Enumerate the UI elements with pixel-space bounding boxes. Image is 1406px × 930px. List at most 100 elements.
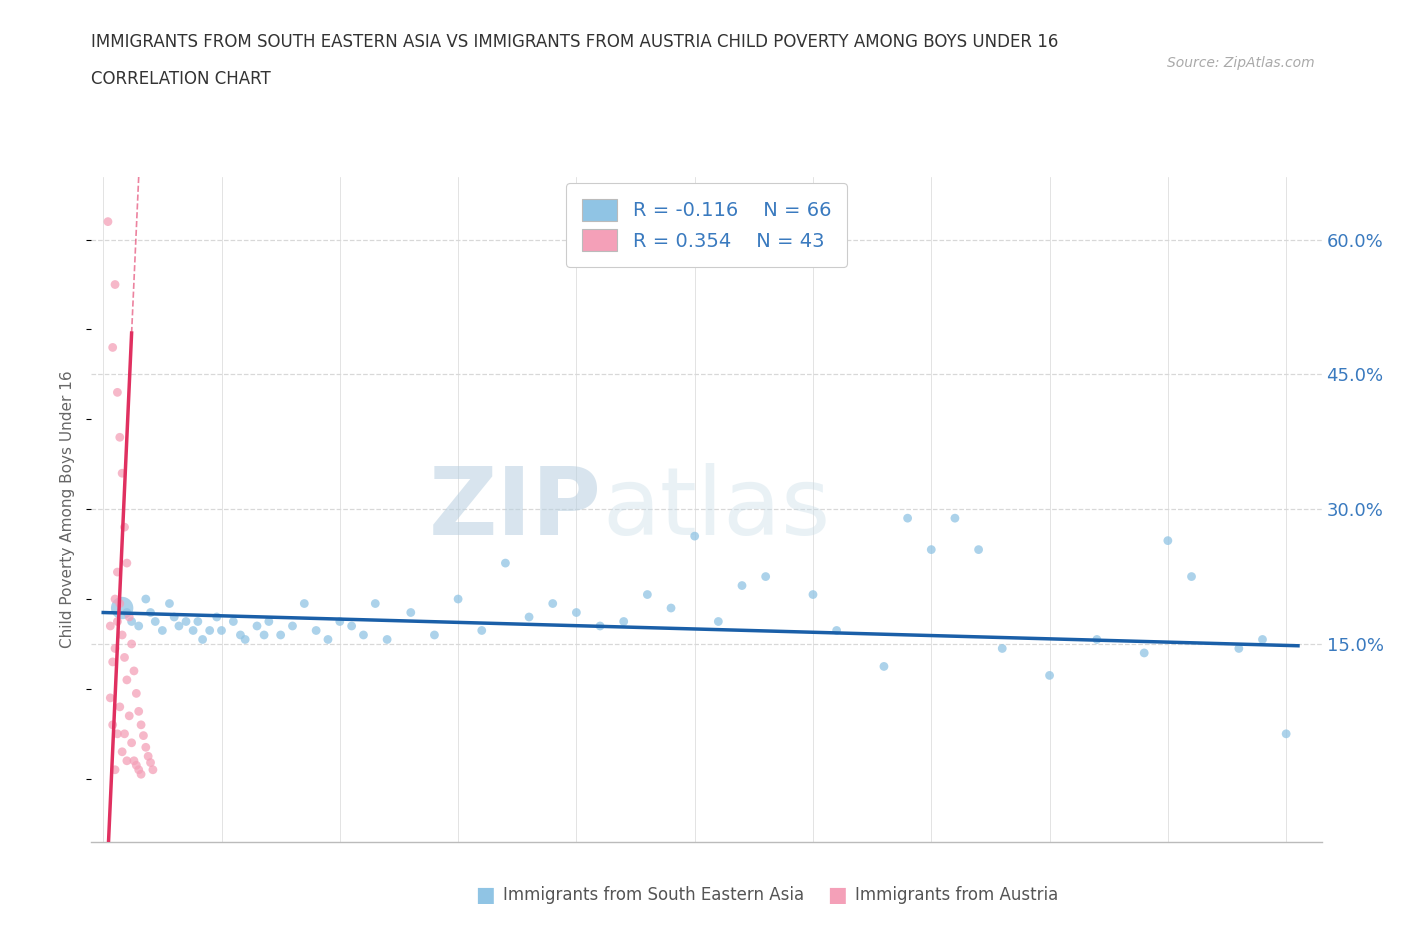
Point xyxy=(136,749,159,764)
Point xyxy=(541,596,564,611)
Point xyxy=(233,632,256,647)
Point xyxy=(129,767,152,782)
Point xyxy=(163,609,186,624)
Point xyxy=(329,614,352,629)
Point xyxy=(174,614,197,629)
Point xyxy=(121,614,143,629)
Point xyxy=(1085,632,1108,647)
Point xyxy=(143,614,166,629)
Point xyxy=(132,728,155,743)
Point xyxy=(98,618,121,633)
Point xyxy=(104,277,127,292)
Point xyxy=(447,591,470,606)
Point xyxy=(943,511,966,525)
Point xyxy=(118,709,141,724)
Point xyxy=(1275,726,1298,741)
Point xyxy=(114,520,136,535)
Point xyxy=(1227,641,1250,656)
Point xyxy=(139,755,162,770)
Point xyxy=(375,632,398,647)
Point xyxy=(107,614,129,629)
Point xyxy=(128,618,150,633)
Point xyxy=(205,609,228,624)
Text: IMMIGRANTS FROM SOUTH EASTERN ASIA VS IMMIGRANTS FROM AUSTRIA CHILD POVERTY AMON: IMMIGRANTS FROM SOUTH EASTERN ASIA VS IM… xyxy=(91,33,1059,50)
Point xyxy=(98,690,121,705)
Point xyxy=(707,614,730,629)
Point xyxy=(107,385,129,400)
Point xyxy=(115,555,138,570)
Point xyxy=(423,628,446,643)
Point xyxy=(1038,668,1060,683)
Point xyxy=(873,659,896,674)
Point xyxy=(159,596,181,611)
Point xyxy=(115,605,138,620)
Point xyxy=(122,663,145,678)
Text: ■: ■ xyxy=(475,884,495,905)
Point xyxy=(253,628,276,643)
Point xyxy=(471,623,494,638)
Text: ZIP: ZIP xyxy=(429,463,602,555)
Point xyxy=(659,601,682,616)
Point xyxy=(305,623,328,638)
Point xyxy=(121,636,143,651)
Point xyxy=(111,628,134,643)
Point xyxy=(1133,645,1156,660)
Point xyxy=(897,511,920,525)
Point xyxy=(129,717,152,732)
Point xyxy=(353,628,375,643)
Point xyxy=(104,591,127,606)
Point xyxy=(191,632,214,647)
Point xyxy=(755,569,778,584)
Point xyxy=(281,618,304,633)
Text: CORRELATION CHART: CORRELATION CHART xyxy=(91,70,271,87)
Point xyxy=(111,744,134,759)
Point xyxy=(211,623,233,638)
Point xyxy=(731,578,754,593)
Point xyxy=(613,614,636,629)
Point xyxy=(270,628,292,643)
Point xyxy=(967,542,990,557)
Point xyxy=(104,641,127,656)
Point xyxy=(246,618,269,633)
Point xyxy=(114,650,136,665)
Text: Source: ZipAtlas.com: Source: ZipAtlas.com xyxy=(1167,56,1315,70)
Point xyxy=(115,672,138,687)
Point xyxy=(107,565,129,579)
Point xyxy=(107,726,129,741)
Point xyxy=(229,628,252,643)
Point xyxy=(135,740,157,755)
Point xyxy=(114,726,136,741)
Point xyxy=(108,596,131,611)
Point xyxy=(142,763,165,777)
Point xyxy=(991,641,1014,656)
Point xyxy=(121,736,143,751)
Point xyxy=(494,555,516,570)
Point xyxy=(125,686,148,701)
Point xyxy=(111,601,134,616)
Point xyxy=(187,614,209,629)
Point xyxy=(111,466,134,481)
Point xyxy=(167,618,190,633)
Point xyxy=(150,623,173,638)
Point xyxy=(1157,533,1180,548)
Point xyxy=(222,614,245,629)
Text: atlas: atlas xyxy=(602,463,830,555)
Point xyxy=(139,605,162,620)
Point xyxy=(125,758,148,773)
Text: Immigrants from Austria: Immigrants from Austria xyxy=(855,885,1059,904)
Point xyxy=(292,596,315,611)
Point xyxy=(181,623,204,638)
Point xyxy=(399,605,422,620)
Point xyxy=(825,623,848,638)
Point xyxy=(340,618,363,633)
Point xyxy=(636,587,658,602)
Point xyxy=(118,609,141,624)
Y-axis label: Child Poverty Among Boys Under 16: Child Poverty Among Boys Under 16 xyxy=(60,370,76,648)
Point xyxy=(683,528,706,543)
Point xyxy=(1180,569,1202,584)
Point xyxy=(115,753,138,768)
Point xyxy=(920,542,942,557)
Point xyxy=(128,763,150,777)
Point xyxy=(257,614,280,629)
Point xyxy=(108,430,131,445)
